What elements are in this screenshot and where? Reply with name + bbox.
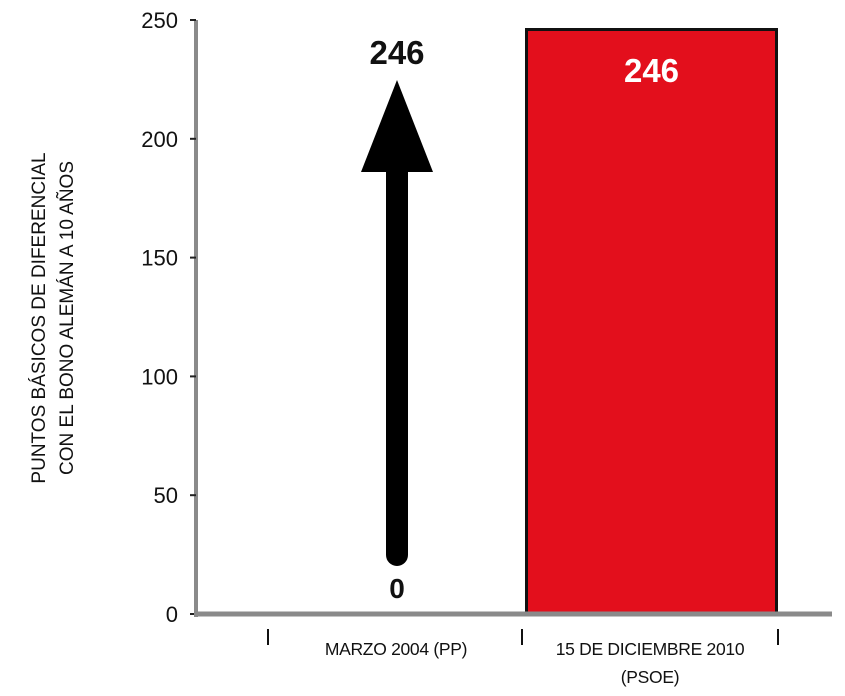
y-tick-label: 0	[166, 602, 178, 627]
data-label-marzo-2004: 0	[389, 573, 405, 604]
y-tick-label: 100	[141, 364, 178, 389]
y-axis-title-line: CON EL BONO ALEMÁN A 10 AÑOS	[56, 161, 78, 475]
x-category-label: 15 DE DICIEMBRE 2010	[556, 639, 745, 659]
data-label-diciembre-2010: 246	[624, 52, 679, 89]
arrow-value-label: 246	[369, 34, 424, 71]
y-tick-label: 200	[141, 127, 178, 152]
y-tick-label: 50	[154, 483, 178, 508]
x-category-label: (PSOE)	[621, 667, 680, 687]
y-tick-label: 250	[141, 8, 178, 33]
x-category-label: MARZO 2004 (PP)	[325, 639, 467, 659]
y-tick-label: 150	[141, 246, 178, 271]
bar-diciembre-2010	[525, 28, 778, 616]
arrow-head	[361, 80, 433, 172]
y-axis-title-line: PUNTOS BÁSICOS DE DIFERENCIAL	[29, 152, 50, 483]
